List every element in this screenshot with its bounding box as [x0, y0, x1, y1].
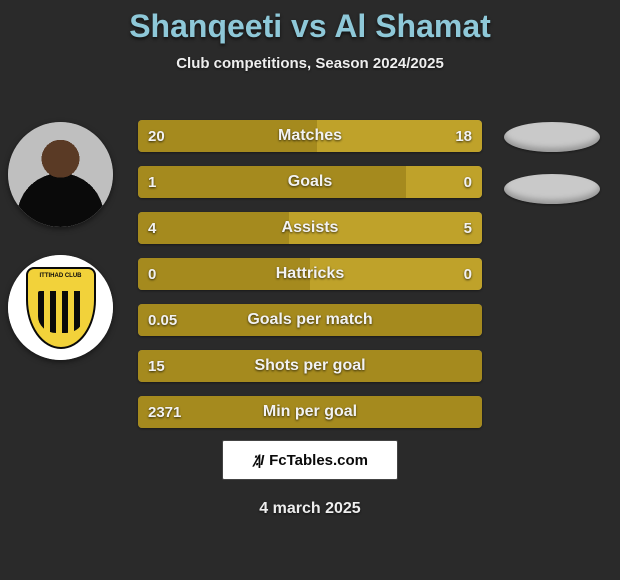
stat-bar-left [138, 396, 482, 428]
stats-comparison-chart: Matches2018 Goals10 Assists45 Hattricks00 Go… [138, 120, 482, 442]
stat-bar-left [138, 258, 310, 290]
stat-bar-left [138, 120, 317, 152]
ittihad-badge-icon: ITTIHAD CLUB [26, 267, 96, 349]
date-label: 4 march 2025 [0, 500, 620, 518]
subtitle: Club competitions, Season 2024/2025 [0, 55, 620, 72]
stat-row: Assists45 [138, 212, 482, 244]
stat-bar-right [289, 212, 482, 244]
stat-row: Hattricks00 [138, 258, 482, 290]
player1-avatar [8, 122, 113, 227]
player1-club-badge: ITTIHAD CLUB [8, 255, 113, 360]
player2-avatar-placeholder [504, 122, 600, 152]
stat-row: Goals per match0.05 [138, 304, 482, 336]
stat-row: Matches2018 [138, 120, 482, 152]
stat-bar-left [138, 212, 289, 244]
club-badge-wrap: ITTIHAD CLUB [8, 255, 113, 360]
page-title: Shanqeeti vs Al Shamat [0, 0, 620, 45]
chart-icon: ⁒|l [252, 452, 263, 469]
player2-avatar-column [504, 122, 600, 226]
avatar-column: ITTIHAD CLUB [8, 122, 113, 388]
stat-bar-right [310, 258, 482, 290]
player2-club-placeholder [504, 174, 600, 204]
stat-row: Goals10 [138, 166, 482, 198]
stat-bar-left [138, 304, 482, 336]
watermark-text: FcTables.com [269, 452, 368, 469]
stat-row: Min per goal2371 [138, 396, 482, 428]
stat-row: Shots per goal15 [138, 350, 482, 382]
stat-bar-right [317, 120, 482, 152]
watermark: ⁒|l FcTables.com [222, 440, 398, 480]
stat-bar-left [138, 350, 482, 382]
stat-bar-right [406, 166, 482, 198]
stat-bar-left [138, 166, 406, 198]
face-icon [8, 122, 113, 227]
